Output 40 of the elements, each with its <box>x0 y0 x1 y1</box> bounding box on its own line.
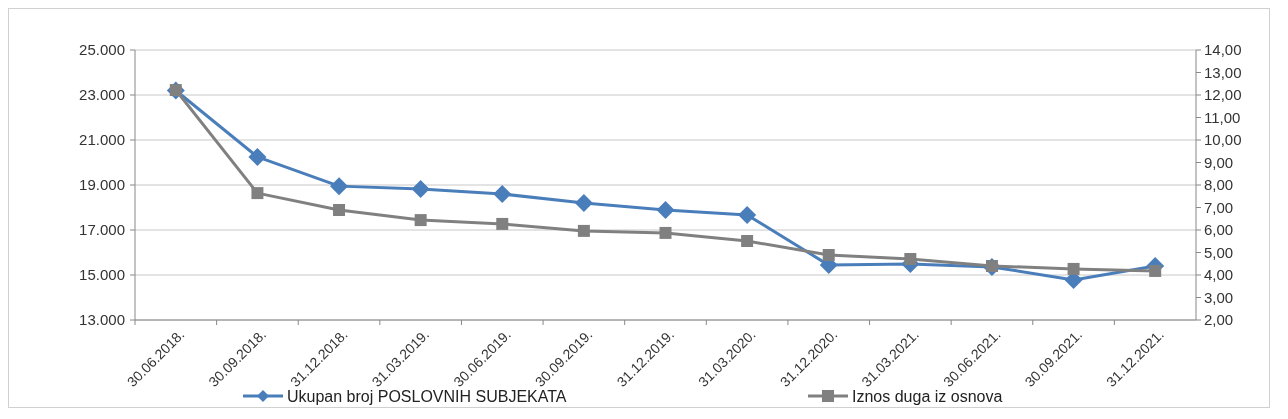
y2-tick-label: 4,00 <box>1204 266 1234 284</box>
y-tick-label: 15.000 <box>79 266 125 284</box>
point <box>411 180 430 199</box>
point <box>656 200 675 219</box>
point <box>904 253 917 266</box>
point <box>251 187 264 200</box>
y2-tick-label: 12,00 <box>1204 86 1242 104</box>
y2-tick-label: 11,00 <box>1204 108 1241 126</box>
point <box>493 185 512 203</box>
y-tick-label: 23.000 <box>79 86 125 104</box>
y-tick-label: 25.000 <box>79 41 125 59</box>
y2-tick-label: 2,00 <box>1204 311 1234 329</box>
legend-label: Ukupan broj POSLOVNIH SUBJEKATA <box>287 387 567 405</box>
y-tick-label: 17.000 <box>79 221 125 239</box>
point <box>333 203 346 216</box>
point <box>822 248 835 261</box>
y2-tick-label: 10,00 <box>1204 131 1242 149</box>
point <box>659 226 672 239</box>
y2-tick-label: 6,00 <box>1204 221 1234 239</box>
y2-tick-label: 14,00 <box>1204 41 1242 59</box>
y2-tick-label: 8,00 <box>1204 176 1234 194</box>
y2-tick-label: 5,00 <box>1204 243 1234 261</box>
y-tick-label: 19.000 <box>79 176 125 194</box>
y2-tick-label: 3,00 <box>1204 288 1234 306</box>
y2-tick-label: 9,00 <box>1204 153 1234 171</box>
point <box>248 147 267 166</box>
point <box>577 224 590 237</box>
point <box>330 177 349 196</box>
point <box>738 205 757 224</box>
point <box>741 235 754 248</box>
y2-tick-label: 7,00 <box>1204 198 1234 216</box>
point <box>414 214 427 227</box>
y-tick-label: 21.000 <box>79 131 125 149</box>
y2-tick-label: 13,00 <box>1204 63 1242 81</box>
point <box>496 217 509 230</box>
point <box>1149 264 1162 277</box>
point <box>574 194 593 212</box>
y-tick-label: 13.000 <box>79 311 125 329</box>
legend-label: Iznos duga iz osnova <box>852 387 1003 405</box>
point <box>1067 262 1080 275</box>
